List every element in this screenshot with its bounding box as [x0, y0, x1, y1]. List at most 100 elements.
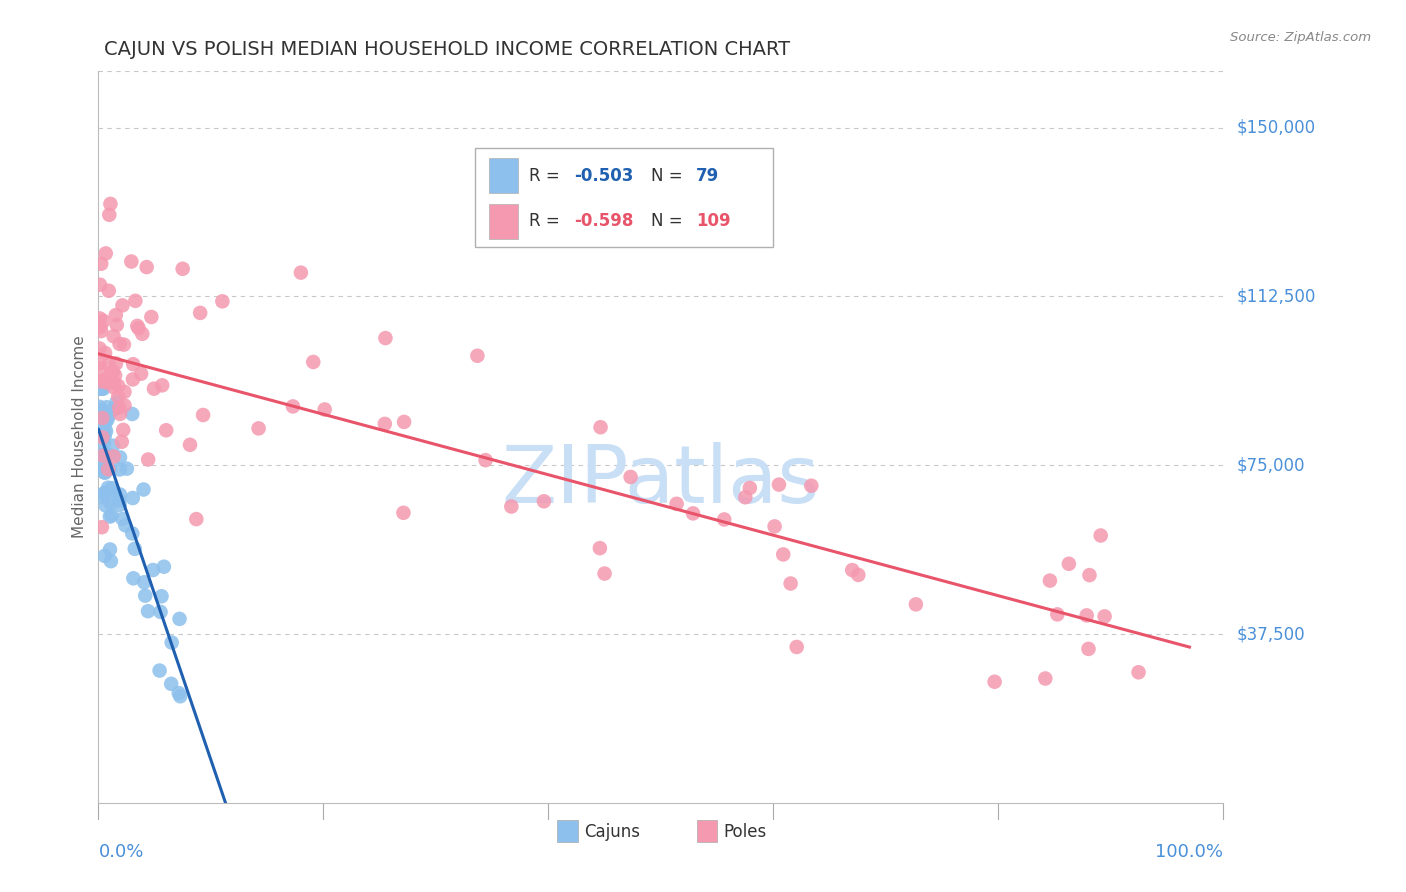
Point [772, 548, 794, 562]
Point [93, 424, 115, 438]
Point [131, 326, 153, 341]
Point [93, 373, 115, 387]
Text: $75,000: $75,000 [1237, 456, 1305, 475]
Point [104, 368, 127, 383]
Point [90, 458, 112, 472]
Point [763, 519, 786, 533]
Point [91, 450, 114, 464]
Point [172, 261, 194, 276]
Point [105, 395, 128, 409]
Point [124, 541, 146, 556]
Point [167, 686, 190, 700]
Point [589, 541, 612, 556]
Text: CAJUN VS POLISH MEDIAN HOUSEHOLD INCOME CORRELATION CHART: CAJUN VS POLISH MEDIAN HOUSEHOLD INCOME … [104, 39, 790, 59]
Point [169, 690, 191, 704]
Point [846, 568, 869, 582]
Point [665, 497, 688, 511]
Point [89, 320, 111, 334]
Point [103, 376, 125, 390]
Point [98, 461, 121, 475]
Point [91, 458, 114, 473]
Point [93, 465, 115, 479]
Text: Poles: Poles [724, 823, 768, 841]
Point [593, 566, 616, 581]
Point [134, 589, 156, 603]
Point [188, 306, 211, 320]
Point [93, 449, 115, 463]
Point [97, 284, 120, 298]
Point [91, 454, 114, 468]
Y-axis label: Median Household Income: Median Household Income [72, 335, 87, 539]
Point [103, 329, 125, 343]
Point [103, 380, 125, 394]
Point [114, 518, 136, 533]
Point [89, 403, 111, 417]
Point [160, 635, 183, 649]
Point [90, 416, 112, 430]
Point [467, 349, 489, 363]
Text: 109: 109 [696, 212, 730, 230]
Point [90, 324, 112, 338]
Text: R =: R = [529, 212, 565, 230]
Point [841, 563, 863, 577]
Point [108, 493, 131, 508]
Point [91, 405, 114, 419]
Point [115, 461, 138, 475]
Point [120, 254, 142, 268]
Point [90, 257, 112, 271]
Point [290, 266, 312, 280]
Point [93, 549, 115, 563]
FancyBboxPatch shape [475, 148, 773, 247]
Point [983, 674, 1005, 689]
Point [94, 246, 117, 260]
Text: R =: R = [529, 167, 565, 185]
Point [94, 466, 117, 480]
Point [179, 438, 201, 452]
Point [474, 453, 496, 467]
Point [100, 496, 122, 510]
Point [1077, 641, 1099, 656]
Point [101, 481, 124, 495]
Point [97, 462, 120, 476]
Point [1090, 528, 1112, 542]
Text: $150,000: $150,000 [1237, 119, 1316, 136]
Point [96, 401, 118, 415]
Point [281, 400, 304, 414]
Point [1039, 574, 1062, 588]
Point [713, 512, 735, 526]
Point [98, 358, 121, 372]
Point [620, 470, 643, 484]
Point [112, 337, 135, 351]
Point [107, 390, 129, 404]
Point [160, 677, 183, 691]
Point [127, 318, 149, 333]
Point [134, 575, 156, 590]
Point [150, 589, 173, 603]
Point [89, 356, 111, 370]
Point [93, 491, 115, 505]
Point [302, 355, 325, 369]
Point [121, 526, 143, 541]
Point [93, 486, 115, 500]
Point [132, 483, 155, 497]
Point [141, 310, 163, 324]
Point [114, 384, 136, 399]
Point [153, 559, 176, 574]
Point [91, 411, 114, 425]
Text: N =: N = [651, 167, 688, 185]
Point [91, 406, 114, 420]
Text: $37,500: $37,500 [1237, 625, 1305, 643]
Point [96, 412, 118, 426]
FancyBboxPatch shape [697, 820, 717, 841]
Text: 0.0%: 0.0% [98, 843, 143, 861]
Point [89, 311, 111, 326]
Point [105, 318, 128, 332]
Point [90, 382, 112, 396]
Point [211, 294, 233, 309]
Point [89, 382, 111, 396]
Point [169, 612, 191, 626]
Point [142, 563, 165, 577]
Point [129, 367, 152, 381]
Point [93, 382, 115, 396]
Point [101, 439, 124, 453]
